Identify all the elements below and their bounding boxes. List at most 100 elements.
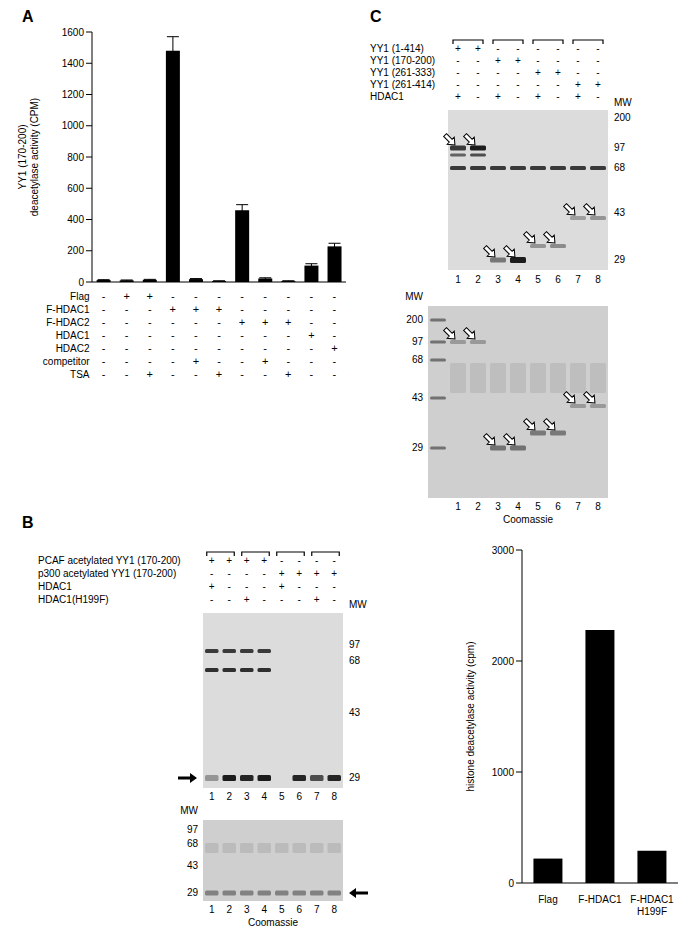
svg-text:-: -	[333, 290, 337, 302]
svg-text:MW: MW	[405, 291, 423, 302]
svg-text:-: -	[102, 329, 106, 341]
svg-text:-: -	[125, 316, 129, 328]
svg-text:+: +	[244, 594, 250, 605]
svg-text:-: -	[148, 342, 152, 354]
svg-text:+: +	[262, 316, 268, 328]
svg-text:HDAC1(H199F): HDAC1(H199F)	[38, 594, 109, 605]
svg-text:F-HDAC2: F-HDAC2	[46, 317, 90, 328]
svg-text:-: -	[456, 79, 459, 90]
svg-text:8: 8	[595, 274, 601, 285]
svg-text:MW: MW	[349, 599, 367, 610]
svg-text:800: 800	[67, 152, 84, 163]
svg-text:2: 2	[475, 274, 481, 285]
svg-text:-: -	[263, 568, 266, 579]
svg-text:-: -	[245, 581, 248, 592]
svg-text:7: 7	[575, 274, 581, 285]
svg-text:+: +	[535, 91, 541, 102]
svg-text:-: -	[536, 79, 539, 90]
svg-text:-: -	[263, 329, 267, 341]
svg-text:-: -	[596, 55, 599, 66]
svg-text:-: -	[280, 555, 283, 566]
svg-text:5: 5	[535, 501, 541, 512]
svg-text:-: -	[240, 303, 244, 315]
svg-text:-: -	[310, 342, 314, 354]
svg-text:43: 43	[187, 860, 199, 871]
svg-text:-: -	[556, 55, 559, 66]
svg-text:-: -	[333, 368, 337, 380]
svg-text:-: -	[102, 368, 106, 380]
svg-text:-: -	[456, 67, 459, 78]
svg-text:+: +	[244, 555, 250, 566]
svg-text:-: -	[315, 555, 318, 566]
svg-text:+: +	[595, 79, 601, 90]
svg-text:-: -	[556, 91, 559, 102]
svg-text:-: -	[217, 329, 221, 341]
svg-text:8: 8	[331, 791, 337, 802]
svg-text:-: -	[576, 43, 579, 54]
svg-text:97: 97	[614, 142, 626, 153]
svg-text:-: -	[310, 368, 314, 380]
svg-text:97: 97	[349, 639, 361, 650]
svg-text:+: +	[261, 555, 267, 566]
svg-text:29: 29	[412, 442, 424, 453]
svg-text:-: -	[148, 355, 152, 367]
svg-text:p300 acetylated YY1 (170-200): p300 acetylated YY1 (170-200)	[38, 568, 176, 579]
svg-text:HDAC2: HDAC2	[56, 343, 90, 354]
svg-text:-: -	[516, 91, 519, 102]
svg-text:-: -	[516, 79, 519, 90]
svg-text:-: -	[263, 303, 267, 315]
svg-text:-: -	[125, 368, 129, 380]
svg-text:YY1 (261-414): YY1 (261-414)	[370, 79, 435, 90]
svg-text:+: +	[314, 594, 320, 605]
svg-text:-: -	[476, 55, 479, 66]
svg-text:200: 200	[406, 314, 423, 325]
svg-text:1600: 1600	[62, 27, 85, 38]
svg-text:-: -	[125, 303, 129, 315]
svg-text:-: -	[228, 581, 231, 592]
svg-text:4: 4	[261, 791, 267, 802]
svg-text:-: -	[125, 342, 129, 354]
svg-text:B: B	[22, 514, 34, 531]
svg-text:+: +	[209, 555, 215, 566]
svg-text:histone deacetylase activity (: histone deacetylase activity (cpm)	[465, 641, 476, 791]
svg-text:5: 5	[535, 274, 541, 285]
svg-text:-: -	[194, 342, 198, 354]
svg-text:-: -	[217, 355, 221, 367]
svg-text:-: -	[286, 303, 290, 315]
svg-text:3: 3	[495, 501, 501, 512]
svg-text:YY1 (170-200): YY1 (170-200)	[370, 55, 435, 66]
svg-text:-: -	[596, 91, 599, 102]
svg-text:+: +	[170, 303, 176, 315]
svg-text:-: -	[280, 594, 283, 605]
svg-text:A: A	[22, 8, 34, 25]
svg-text:29: 29	[187, 887, 199, 898]
svg-text:-: -	[596, 43, 599, 54]
svg-text:-: -	[263, 594, 266, 605]
svg-text:-: -	[456, 55, 459, 66]
svg-text:-: -	[217, 342, 221, 354]
svg-text:+: +	[455, 43, 461, 54]
svg-text:3: 3	[495, 274, 501, 285]
svg-text:-: -	[194, 290, 198, 302]
svg-text:200: 200	[614, 112, 631, 123]
svg-text:-: -	[298, 594, 301, 605]
svg-text:HDAC1: HDAC1	[56, 330, 90, 341]
svg-text:68: 68	[614, 162, 626, 173]
svg-text:+: +	[575, 91, 581, 102]
svg-text:+: +	[331, 342, 337, 354]
svg-text:-: -	[596, 67, 599, 78]
svg-text:+: +	[535, 67, 541, 78]
svg-text:-: -	[576, 55, 579, 66]
svg-text:600: 600	[67, 183, 84, 194]
svg-text:+: +	[475, 43, 481, 54]
svg-text:-: -	[102, 303, 106, 315]
svg-text:1: 1	[209, 904, 215, 915]
svg-text:43: 43	[412, 392, 424, 403]
svg-text:-: -	[125, 355, 129, 367]
svg-text:6: 6	[555, 501, 561, 512]
svg-text:-: -	[333, 329, 337, 341]
svg-text:+: +	[216, 368, 222, 380]
svg-text:43: 43	[614, 207, 626, 218]
svg-text:0: 0	[78, 277, 84, 288]
svg-text:3: 3	[244, 904, 250, 915]
